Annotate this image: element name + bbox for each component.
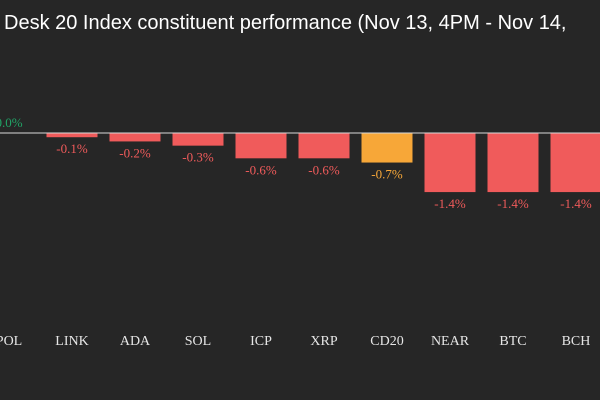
value-label: -0.7%	[371, 167, 403, 182]
bar	[298, 133, 350, 159]
value-label: -0.6%	[308, 162, 340, 177]
x-tick-label: NEAR	[431, 334, 470, 349]
x-tick-label: XRP	[310, 334, 337, 349]
x-tick-label: CD20	[370, 334, 403, 349]
bar	[424, 133, 476, 193]
value-label: -1.4%	[497, 196, 529, 211]
x-tick-label: BCH	[562, 334, 591, 349]
value-label: -1.4%	[560, 196, 592, 211]
bar	[46, 133, 98, 138]
x-tick-label: LINK	[55, 334, 88, 349]
x-tick-label: ICP	[250, 334, 272, 349]
x-tick-label: POL	[0, 334, 22, 349]
x-tick-label: SOL	[185, 334, 211, 349]
value-label: -1.4%	[434, 196, 466, 211]
bar	[235, 133, 287, 159]
bar	[109, 133, 161, 142]
value-label: -0.2%	[119, 145, 151, 160]
value-label: 0.0%	[0, 115, 23, 130]
x-tick-label: ADA	[120, 334, 151, 349]
value-label: -0.6%	[245, 162, 277, 177]
value-label: -0.1%	[56, 141, 88, 156]
value-label: -0.3%	[182, 150, 214, 165]
bar	[487, 133, 539, 193]
chart-title: Desk 20 Index constituent performance (N…	[4, 12, 567, 34]
x-tick-label: BTC	[499, 334, 526, 349]
bar	[172, 133, 224, 146]
plot: 0.0% POL -0.1% LINK -0.2% ADA -0.3% SOL -0.6% ICP…	[0, 115, 600, 349]
bar	[550, 133, 600, 193]
bar	[361, 133, 413, 163]
